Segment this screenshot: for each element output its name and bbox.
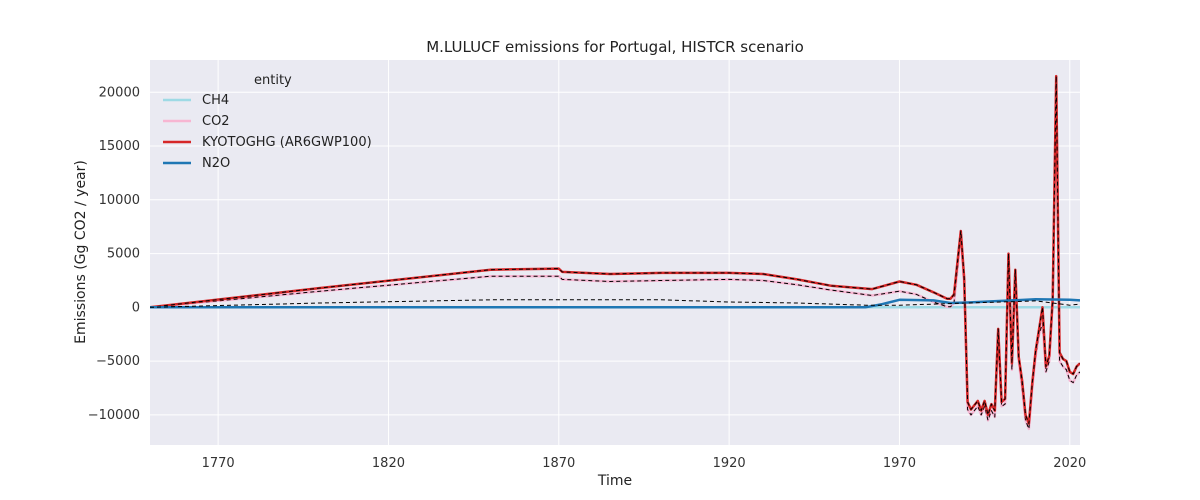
y-tick-label: 20000 bbox=[99, 85, 140, 100]
x-tick-label: 1870 bbox=[542, 456, 575, 471]
legend-label-kyotoghg: KYOTOGHG (AR6GWP100) bbox=[202, 135, 372, 150]
y-tick-label: 10000 bbox=[99, 193, 140, 208]
legend-label-co2: CO2 bbox=[202, 114, 230, 129]
y-tick-label: −10000 bbox=[88, 408, 140, 423]
series-lines bbox=[150, 74, 1080, 431]
axis-ticks: 1770 1820 1870 1920 1970 2020 −10000 −5000 0 5000… bbox=[88, 85, 1087, 471]
x-tick-label: 2020 bbox=[1053, 456, 1086, 471]
series-line-n2o bbox=[150, 298, 1080, 309]
legend-label-n2o: N2O bbox=[202, 156, 230, 171]
y-tick-label: −5000 bbox=[96, 354, 140, 369]
x-tick-label: 1970 bbox=[883, 456, 916, 471]
legend-label-ch4: CH4 bbox=[202, 93, 229, 108]
series-line-reference bbox=[150, 299, 1080, 308]
y-tick-label: 5000 bbox=[107, 247, 140, 262]
x-tick-label: 1920 bbox=[713, 456, 746, 471]
x-tick-label: 1820 bbox=[372, 456, 405, 471]
y-tick-label: 0 bbox=[132, 300, 140, 315]
legend: entity CH4 CO2 KYOTOGHG (AR6GWP100) N2O bbox=[163, 73, 372, 171]
y-axis-label: Emissions (Gg CO2 / year) bbox=[73, 160, 89, 344]
plot-area bbox=[150, 60, 1080, 445]
series-reference-kyotoghg-ar6gwp100 bbox=[150, 75, 1080, 424]
chart-title: M.LULUCF emissions for Portugal, HISTCR … bbox=[426, 38, 804, 56]
y-tick-label: 15000 bbox=[99, 139, 140, 154]
x-axis-label: Time bbox=[597, 473, 632, 489]
x-tick-label: 1770 bbox=[202, 456, 235, 471]
legend-title: entity bbox=[254, 73, 292, 88]
